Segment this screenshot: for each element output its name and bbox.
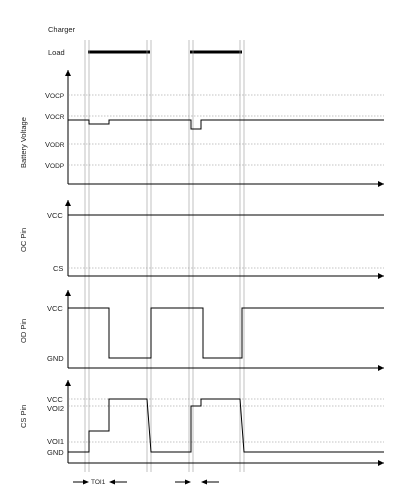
level-od-vcc: VCC <box>47 304 63 313</box>
cs-pin-panel: CS Pin VCC VOI2 VOI1 GND <box>19 380 384 466</box>
toi1-label: TOI1 <box>91 479 106 486</box>
od-pin-axis-label: OD Pin <box>19 319 28 343</box>
level-vodr: VODR <box>45 140 65 149</box>
cs-pin-trace <box>68 398 384 453</box>
load-label: Load <box>48 48 65 57</box>
battery-voltage-trace <box>68 119 384 130</box>
od-pin-trace <box>68 307 384 359</box>
od-pin-panel: OD Pin VCC GND <box>19 290 384 371</box>
level-oc-vcc: VCC <box>47 211 63 220</box>
oc-pin-axis-label: OC Pin <box>19 228 28 252</box>
level-od-gnd: GND <box>47 354 64 363</box>
charger-label: Charger <box>48 25 76 34</box>
level-cs-vcc: VCC <box>47 395 63 404</box>
level-oc-cs: CS <box>53 264 63 273</box>
level-cs-voi1: VOI1 <box>47 437 64 446</box>
level-vocr: VOCR <box>45 112 65 121</box>
timing-annotations: TOI1 <box>73 479 219 486</box>
oc-pin-panel: OC Pin VCC CS <box>19 200 384 279</box>
level-cs-gnd: GND <box>47 448 64 457</box>
battery-voltage-axis-label: Battery Voltage <box>19 117 28 168</box>
level-vodp: VODP <box>45 161 64 170</box>
level-vocp: VOCP <box>45 91 64 100</box>
vertical-guides <box>84 40 245 472</box>
cs-pin-axis-label: CS Pin <box>19 405 28 428</box>
battery-voltage-panel: Battery Voltage VOCP VOCR VODR VODP <box>19 70 384 187</box>
level-cs-voi2: VOI2 <box>47 404 64 413</box>
